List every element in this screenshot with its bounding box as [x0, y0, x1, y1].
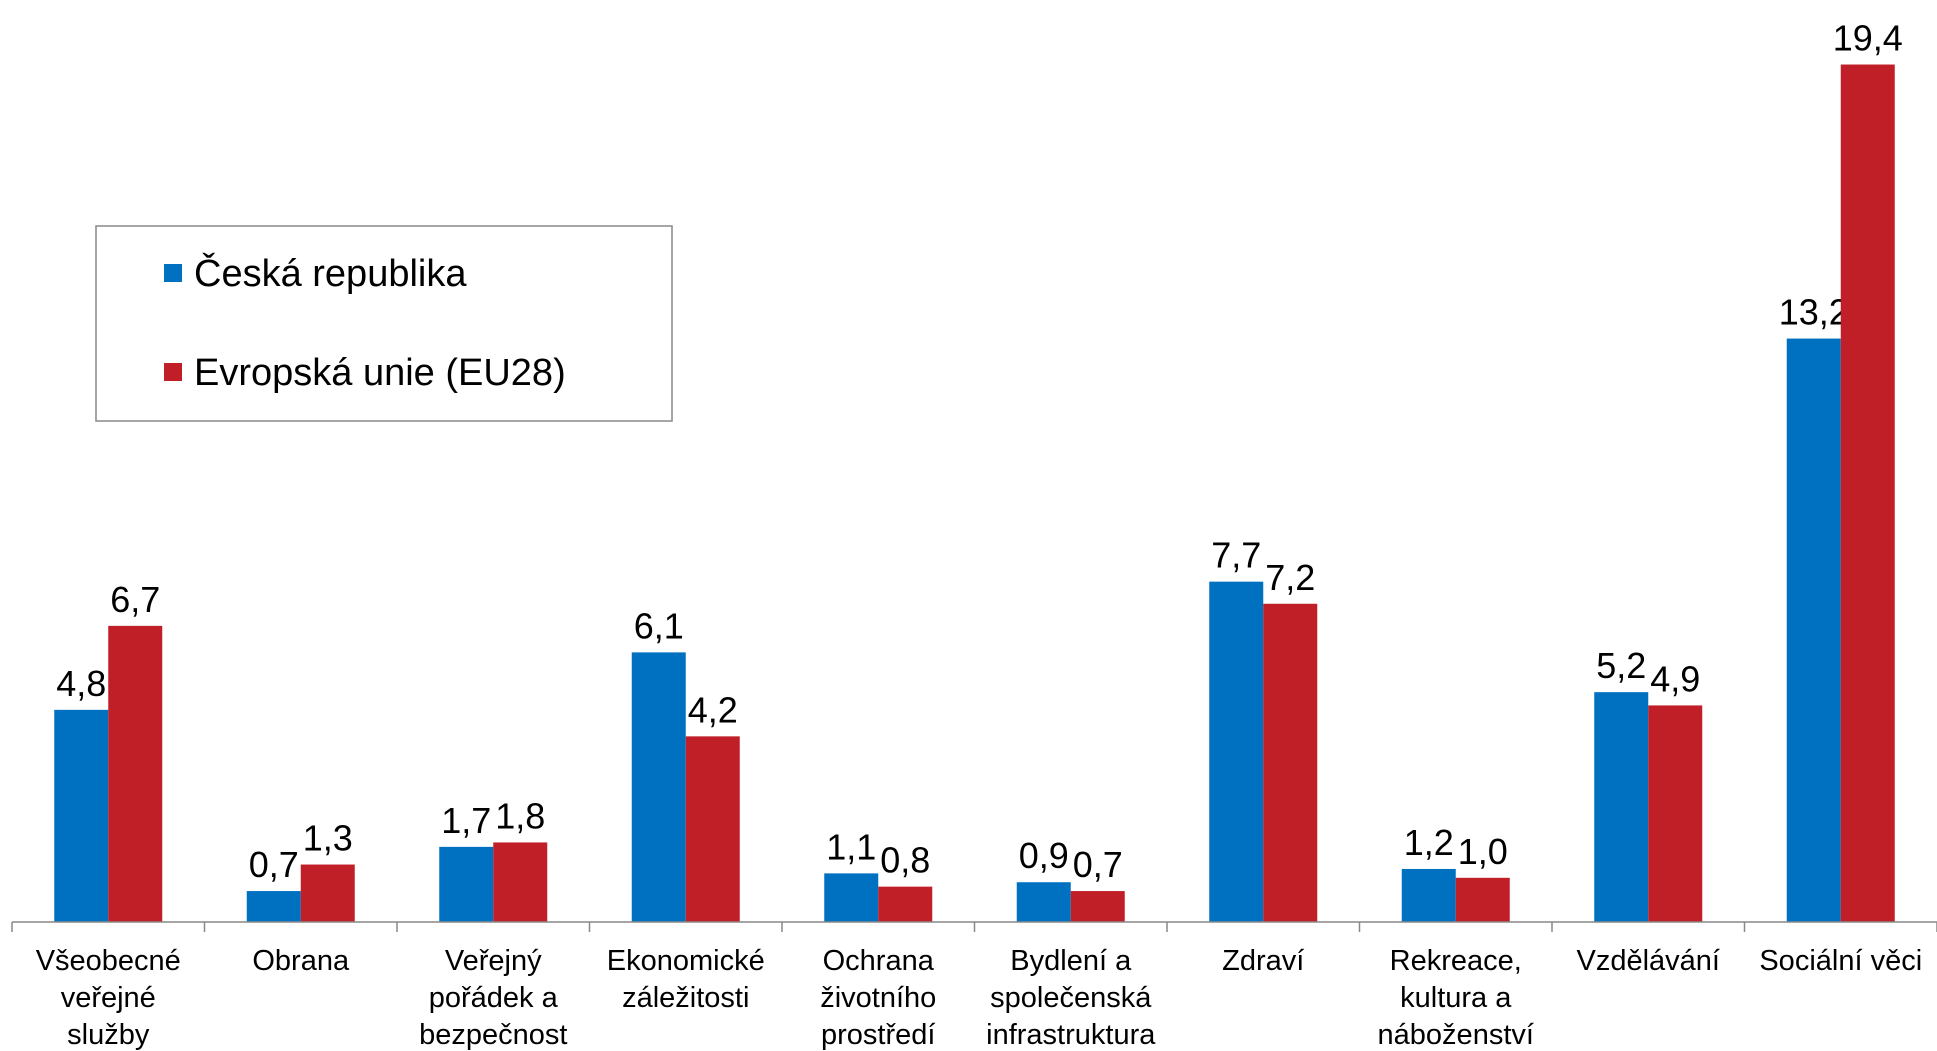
- x-tick-label: Zdraví: [1222, 945, 1304, 977]
- x-tick-label-line: záležitosti: [622, 982, 749, 1014]
- x-tick-label-line: Bydlení a: [1010, 945, 1132, 977]
- x-tick-label-line: Ochrana: [823, 945, 935, 977]
- bar: [439, 846, 494, 922]
- data-label: 1,7: [441, 800, 491, 841]
- bar: [685, 736, 740, 922]
- bar: [878, 886, 933, 922]
- data-label: 0,7: [249, 844, 299, 885]
- bar: [1594, 692, 1649, 922]
- x-tick-label-line: životního: [820, 982, 936, 1014]
- bar: [246, 891, 301, 922]
- bar: [300, 864, 355, 922]
- bar: [1070, 891, 1125, 922]
- x-tick-label: Ochrana životního prostředí: [820, 945, 936, 1051]
- data-label: 1,2: [1404, 822, 1454, 863]
- bar: [1840, 64, 1895, 922]
- data-label: 4,8: [56, 663, 106, 704]
- data-label: 1,0: [1458, 831, 1508, 872]
- x-tick-label-line: kultura a: [1400, 982, 1512, 1014]
- x-tick-label-line: infrastruktura: [986, 1019, 1156, 1051]
- x-tick-label-line: Zdraví: [1222, 945, 1304, 977]
- x-tick-label-line: veřejné: [61, 982, 156, 1014]
- x-tick-label-line: náboženství: [1378, 1019, 1534, 1051]
- x-tick-label-line: Vzdělávání: [1577, 945, 1721, 977]
- x-tick-label-line: Rekreace,: [1390, 945, 1522, 977]
- bar: [1016, 882, 1071, 922]
- bar: [1263, 603, 1318, 922]
- data-label: 0,8: [880, 840, 930, 881]
- x-tick-label: Bydlení a společenská infrastruktura: [986, 945, 1156, 1051]
- data-label: 0,7: [1073, 844, 1123, 885]
- bar: [108, 625, 163, 922]
- legend-label: Česká republika: [194, 251, 467, 295]
- legend-label: Evropská unie (EU28): [194, 352, 566, 394]
- bar: [54, 709, 109, 922]
- x-tick-label: Vzdělávání: [1577, 945, 1721, 977]
- data-label: 1,3: [303, 818, 353, 859]
- legend-box: [95, 225, 673, 422]
- data-label: 5,2: [1596, 645, 1646, 686]
- bar: [824, 873, 879, 922]
- x-tick-label-line: Sociální věci: [1759, 945, 1922, 977]
- x-tick-label-line: Veřejný: [445, 945, 542, 977]
- data-label: 6,7: [110, 579, 160, 620]
- x-tick-label: Rekreace, kultura a náboženství: [1378, 945, 1534, 1051]
- x-tick-label-line: služby: [67, 1019, 150, 1051]
- data-label: 7,7: [1211, 535, 1261, 576]
- bar: [1455, 877, 1510, 922]
- x-tick-label-line: Ekonomické: [607, 945, 765, 977]
- x-tick-label: Sociální věci: [1759, 945, 1922, 977]
- x-tick-label-line: Všeobecné: [36, 945, 181, 977]
- x-tick-label: Obrana: [252, 945, 350, 977]
- data-label: 4,9: [1650, 658, 1700, 699]
- bar: [1401, 868, 1456, 922]
- x-tick-label-line: společenská: [990, 982, 1152, 1014]
- legend-swatch: [164, 264, 182, 282]
- bar: [493, 842, 548, 922]
- data-label: 4,2: [688, 689, 738, 730]
- bar: [1648, 705, 1703, 922]
- bar: [1209, 581, 1264, 922]
- x-tick-label: Veřejný pořádek a bezpečnost: [419, 945, 567, 1051]
- x-tick-label-line: pořádek a: [429, 982, 559, 1014]
- legend-swatch: [164, 363, 182, 381]
- data-label: 13,2: [1779, 292, 1849, 333]
- data-label: 19,4: [1833, 18, 1903, 59]
- bar: [631, 652, 686, 922]
- data-label: 1,1: [826, 826, 876, 867]
- data-label: 0,9: [1019, 835, 1069, 876]
- x-tick-label: Ekonomické záležitosti: [607, 945, 765, 1014]
- x-tick-label: Všeobecné veřejné služby: [36, 945, 181, 1051]
- data-label: 7,2: [1265, 557, 1315, 598]
- data-label: 6,1: [634, 605, 684, 646]
- data-label: 1,8: [495, 795, 545, 836]
- x-tick-label-line: bezpečnost: [419, 1019, 567, 1051]
- bar: [1786, 338, 1841, 922]
- x-tick-label-line: Obrana: [252, 945, 350, 977]
- x-tick-label-line: prostředí: [821, 1019, 935, 1051]
